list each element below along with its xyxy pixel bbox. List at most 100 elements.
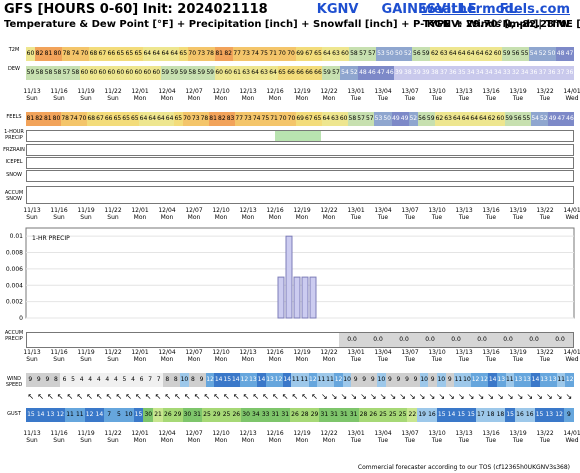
wind-arrow-icon: ↖ xyxy=(203,392,211,401)
gust-cell: 30 xyxy=(143,408,154,422)
time-tick-day: Mon xyxy=(214,356,228,363)
time-tick: 13/19 Tue xyxy=(504,88,532,102)
time-tick: 11/16 Sun xyxy=(45,430,73,444)
wind-cell: 11 xyxy=(556,373,566,387)
time-tick: 13/13 Tue xyxy=(450,349,478,363)
time-tick: 11/16 Sun xyxy=(45,88,73,102)
dew-cell: 65 xyxy=(277,66,287,80)
wind-cell: 11 xyxy=(317,373,326,387)
site-link[interactable]: weathermodels.com xyxy=(421,2,570,17)
wind-cell: 6 xyxy=(137,373,146,387)
gust-cell: 18 xyxy=(495,408,506,422)
time-tick-day: Tue xyxy=(377,356,389,363)
time-tick-day: Mon xyxy=(187,356,201,363)
wind-cell: 10 xyxy=(342,373,352,387)
gust-cell: 11 xyxy=(65,408,75,422)
time-tick-day: Tue xyxy=(431,214,443,221)
wind-arrow-icon: ↘ xyxy=(409,392,416,401)
dew-cell: 60 xyxy=(115,66,125,80)
accum-precip-cell xyxy=(235,333,261,347)
dew-cell: 66 xyxy=(286,66,296,80)
time-tick-day: Mon xyxy=(322,437,336,444)
feels-cell: 80 xyxy=(52,112,61,126)
wind-arrow-icon: ↖ xyxy=(96,392,103,401)
time-tick-date: 13/01 xyxy=(347,88,365,95)
dew-cell: 60 xyxy=(151,66,161,80)
time-tick: 11/19 Sun xyxy=(72,349,100,363)
accum-precip-cell: 0.0 xyxy=(339,333,365,347)
dew-cell: 59 xyxy=(26,66,35,80)
accum-precip-cell xyxy=(131,333,157,347)
time-tick-day: Tue xyxy=(377,214,389,221)
time-tick-date: 13/01 xyxy=(347,207,365,214)
time-tick: 12/22 Mon xyxy=(315,88,343,102)
time-tick-date: 12/16 xyxy=(266,88,284,95)
time-tick-day: Mon xyxy=(160,437,174,444)
dew-cell: 60 xyxy=(106,66,116,80)
time-tick: 14/01 Wed xyxy=(558,88,580,102)
t2m-cell: 65 xyxy=(313,47,323,61)
dew-cell: 34 xyxy=(484,66,494,80)
time-tick: 12/01 Mon xyxy=(126,207,154,221)
time-tick-day: Mon xyxy=(295,214,309,221)
time-tick-date: 13/22 xyxy=(536,88,554,95)
time-tick-day: Sun xyxy=(26,356,38,363)
gust-cell: 26 xyxy=(290,408,300,422)
wind-cell: 4 xyxy=(94,373,104,387)
feels-cell: 50 xyxy=(382,112,392,126)
time-tick-date: 12/22 xyxy=(320,88,338,95)
wind-arrow-icon: ↘ xyxy=(555,392,563,401)
gust-cell: 14 xyxy=(446,408,457,422)
t2m-cell: 50 xyxy=(547,47,557,61)
t2m-cell: 77 xyxy=(232,47,242,61)
time-tick-date: 12/16 xyxy=(266,207,284,214)
time-tick-date: 12/22 xyxy=(320,207,338,214)
feels-cell: 63 xyxy=(330,112,340,126)
t2m-cell: 82 xyxy=(223,47,233,61)
time-tick: 13/10 Tue xyxy=(423,349,451,363)
accum-snow-label: ACCUM SNOW xyxy=(4,190,24,202)
t2m-label: T2M xyxy=(8,47,20,53)
time-tick: 12/16 Mon xyxy=(261,207,289,221)
time-tick: 12/13 Mon xyxy=(234,430,262,444)
t2m-cell: 75 xyxy=(259,47,269,61)
dew-cell: 36 xyxy=(565,66,575,80)
frzrain-strip xyxy=(26,144,574,156)
gust-label: GUST xyxy=(7,411,21,417)
time-tick-date: 13/04 xyxy=(374,207,392,214)
wind-cell: 8 xyxy=(188,373,198,387)
time-tick-day: Tue xyxy=(458,214,470,221)
feels-cell: 64 xyxy=(139,112,148,126)
accum-precip-cell xyxy=(261,333,287,347)
time-tick-day: Sun xyxy=(80,356,92,363)
gust-cell: 17 xyxy=(475,408,486,422)
dew-cell: 60 xyxy=(133,66,143,80)
time-tick: 11/13 Sun xyxy=(18,207,46,221)
time-tick-date: 12/13 xyxy=(239,430,257,437)
dew-cell: 48 xyxy=(358,66,368,80)
feels-cell: 60 xyxy=(495,112,505,126)
time-tick: 13/13 Tue xyxy=(450,207,478,221)
wind-cell: 13 xyxy=(548,373,557,387)
t2m-cell: 64 xyxy=(448,47,458,61)
feels-cell: 82 xyxy=(217,112,227,126)
dew-cell: 38 xyxy=(403,66,413,80)
city-label: GAINESVILLE xyxy=(381,2,477,17)
time-tick-day: Tue xyxy=(377,95,389,102)
time-tick: 12/04 Mon xyxy=(153,207,181,221)
accum-precip-cell: 0.0 xyxy=(391,333,417,347)
wind-arrow-icon: ↘ xyxy=(379,392,387,401)
wind-arrow-icon: ↘ xyxy=(516,392,524,401)
time-tick: 13/22 Tue xyxy=(531,207,559,221)
feels-cell: 57 xyxy=(365,112,375,126)
wind-cell: 13 xyxy=(496,373,506,387)
t2m-cell: 67 xyxy=(304,47,314,61)
accum-precip-cell xyxy=(27,333,53,347)
time-tick-day: Mon xyxy=(295,95,309,102)
t2m-cell: 67 xyxy=(97,47,107,61)
precip-bar xyxy=(293,276,301,319)
wind-cell: 9 xyxy=(385,373,395,387)
feels-cell: 64 xyxy=(156,112,166,126)
time-tick: 12/04 Mon xyxy=(153,88,181,102)
wind-cell: 12 xyxy=(471,373,480,387)
